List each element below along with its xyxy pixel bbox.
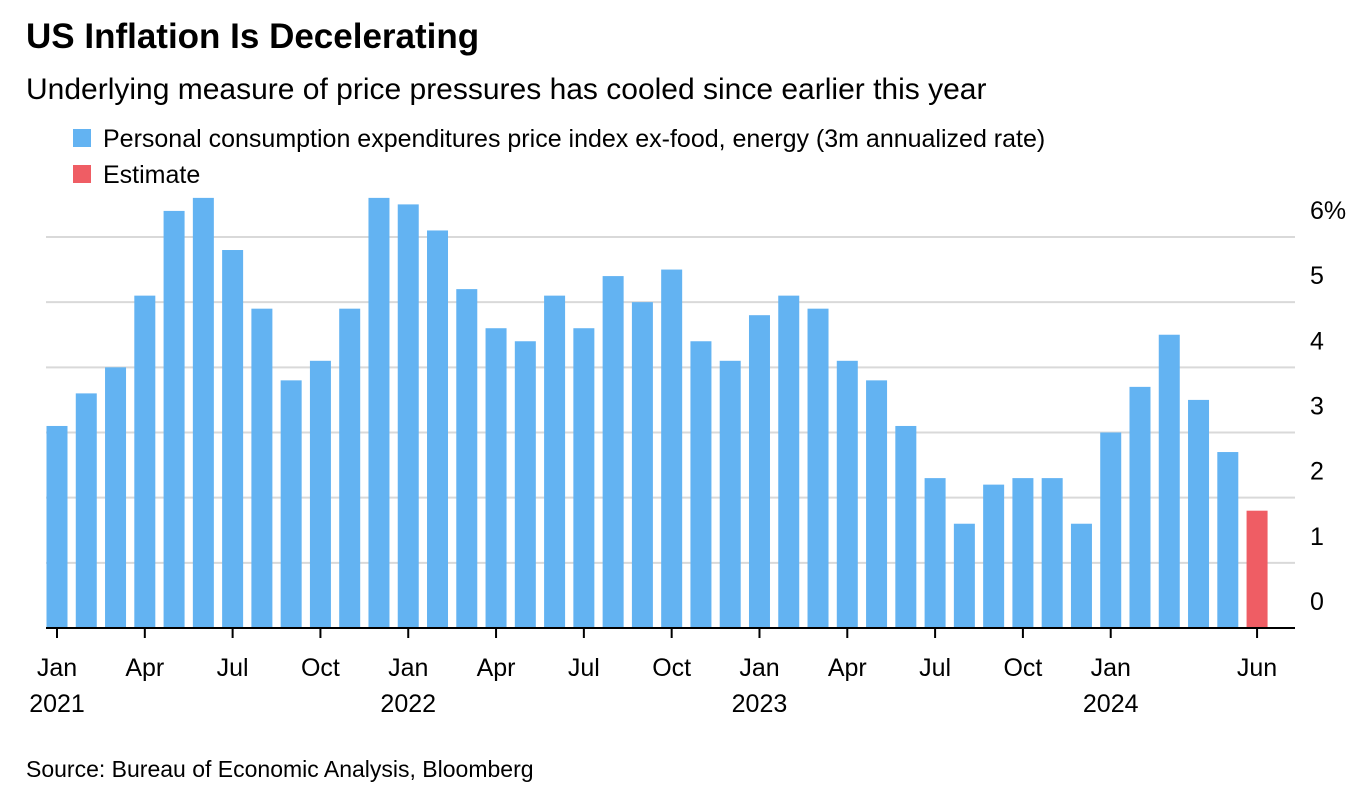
legend-label: Estimate bbox=[103, 161, 200, 189]
bar bbox=[544, 295, 566, 628]
x-tick-label: Jul bbox=[568, 654, 600, 682]
chart-title: US Inflation Is Decelerating bbox=[26, 17, 479, 56]
x-tick-label: Apr bbox=[125, 654, 164, 682]
x-tick-label: Jul bbox=[919, 654, 951, 682]
bar bbox=[1158, 334, 1180, 628]
y-tick-label: 1 bbox=[1310, 523, 1324, 551]
bar bbox=[690, 341, 712, 628]
x-tick-label: Oct bbox=[652, 654, 691, 682]
x-tick-label: Oct bbox=[1003, 654, 1042, 682]
bar bbox=[251, 308, 273, 628]
x-tick-label-line: Jan bbox=[1091, 654, 1131, 682]
bar bbox=[309, 360, 331, 628]
bar bbox=[280, 380, 302, 628]
y-tick-label: 5 bbox=[1310, 262, 1324, 290]
x-tick-label: Apr bbox=[828, 654, 867, 682]
y-tick-label: 0 bbox=[1310, 588, 1324, 616]
bar bbox=[1217, 452, 1239, 628]
bar bbox=[163, 210, 185, 629]
bar bbox=[134, 295, 156, 628]
bar bbox=[456, 289, 478, 628]
bar bbox=[192, 197, 214, 629]
bar bbox=[1129, 386, 1151, 628]
bar bbox=[46, 425, 68, 628]
bar bbox=[1188, 399, 1210, 628]
x-tick-label: Jan 2023 bbox=[732, 654, 788, 718]
x-tick-label-line: Jan bbox=[739, 654, 779, 682]
bar bbox=[105, 367, 127, 628]
source: Source: Bureau of Economic Analysis, Blo… bbox=[26, 756, 534, 782]
x-tick-label-line: Jan bbox=[388, 654, 428, 682]
bar bbox=[631, 302, 653, 628]
x-tick-label-line: Jan bbox=[37, 654, 77, 682]
bar bbox=[836, 360, 858, 628]
bar bbox=[602, 276, 624, 628]
x-tick-label: Jun bbox=[1237, 654, 1277, 682]
bar bbox=[953, 523, 975, 628]
legend-swatch bbox=[73, 129, 91, 147]
bar bbox=[661, 269, 683, 628]
bar bbox=[1012, 478, 1034, 628]
legend-label: Personal consumption expenditures price … bbox=[103, 125, 1045, 153]
bar bbox=[807, 308, 829, 628]
x-tick-label-line: 2021 bbox=[29, 690, 85, 718]
bar bbox=[222, 250, 244, 628]
bar bbox=[1246, 510, 1268, 628]
bar bbox=[1070, 523, 1092, 628]
x-tick-label: Apr bbox=[477, 654, 516, 682]
y-tick-label: 4 bbox=[1310, 327, 1324, 355]
bar bbox=[719, 360, 741, 628]
x-tick-label: Oct bbox=[301, 654, 340, 682]
bar bbox=[748, 315, 770, 628]
bar bbox=[1100, 432, 1122, 628]
bar bbox=[866, 380, 888, 628]
bar bbox=[983, 484, 1005, 628]
chart-subtitle: Underlying measure of price pressures ha… bbox=[26, 73, 986, 106]
x-tick-label: Jul bbox=[217, 654, 249, 682]
bar bbox=[339, 308, 361, 628]
bar bbox=[397, 204, 419, 628]
x-tick-label-line: 2024 bbox=[1083, 690, 1139, 718]
bar bbox=[1041, 478, 1063, 628]
bar bbox=[924, 478, 946, 628]
x-tick-label: Jan 2021 bbox=[29, 654, 85, 718]
bar bbox=[573, 328, 595, 628]
x-tick-label-line: 2023 bbox=[732, 690, 788, 718]
y-tick-label: 6% bbox=[1310, 197, 1346, 225]
y-tick-label: 2 bbox=[1310, 458, 1324, 486]
bar bbox=[895, 425, 917, 628]
y-tick-label: 3 bbox=[1310, 392, 1324, 420]
bar bbox=[75, 393, 97, 628]
bar bbox=[368, 197, 390, 629]
x-tick-label-line: 2022 bbox=[380, 690, 436, 718]
bar bbox=[778, 295, 800, 628]
legend-swatch bbox=[73, 165, 91, 183]
x-tick-label: Jan 2022 bbox=[380, 654, 436, 718]
bar bbox=[514, 341, 536, 628]
bar bbox=[427, 230, 449, 628]
bar bbox=[485, 328, 507, 628]
x-tick-label: Jan 2024 bbox=[1083, 654, 1139, 718]
